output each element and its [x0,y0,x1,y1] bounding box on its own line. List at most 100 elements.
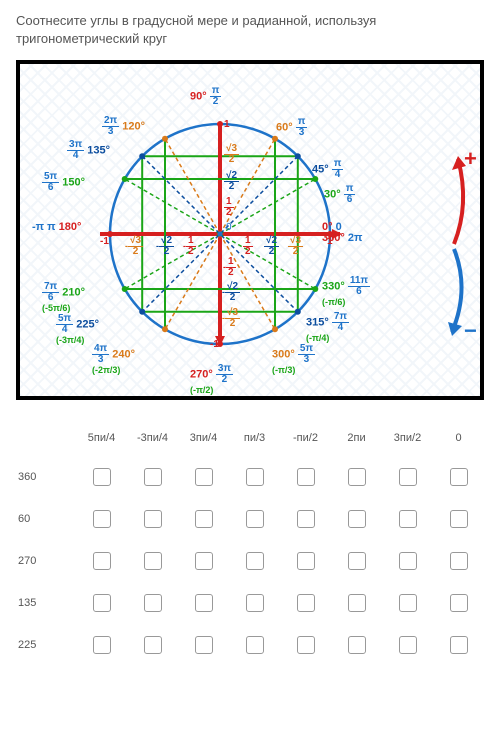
question-text: Соотнесите углы в градусной мере и радиа… [16,12,484,48]
checkbox[interactable] [246,636,264,654]
angle-label-30: 30° π6 [324,184,404,205]
coord-s22-y: √22 [224,171,239,192]
checkbox-cell [331,624,382,666]
checkbox[interactable] [246,510,264,528]
checkbox[interactable] [348,510,366,528]
checkbox-cell [229,624,280,666]
checkbox[interactable] [399,468,417,486]
checkbox-cell [229,498,280,540]
checkbox-cell [382,540,433,582]
row-label: 225 [16,624,76,666]
checkbox-cell [382,582,433,624]
coord-negs32-x: -√32 [125,236,143,257]
checkbox[interactable] [93,636,111,654]
checkbox-cell [229,582,280,624]
col-header: 0 [433,420,484,456]
checkbox[interactable] [297,468,315,486]
checkbox[interactable] [93,468,111,486]
checkbox[interactable] [399,636,417,654]
checkbox[interactable] [144,594,162,612]
checkbox[interactable] [348,468,366,486]
minus-label: − [464,320,477,342]
checkbox[interactable] [348,636,366,654]
checkbox-cell [178,456,229,498]
checkbox-cell [382,624,433,666]
col-header: -пи/2 [280,420,331,456]
angle-label-225: 5π4 225°(-3π/4) [56,314,136,346]
checkbox-cell [76,540,127,582]
checkbox[interactable] [450,468,468,486]
checkbox[interactable] [348,552,366,570]
unit-circle-diagram: 0 + − 1 -1 1 -1 12 -12 √22 -√22 √32 -√32… [16,60,484,400]
checkbox-cell [178,498,229,540]
checkbox[interactable] [93,510,111,528]
checkbox-cell [76,498,127,540]
checkbox[interactable] [348,594,366,612]
col-header: 3пи/2 [382,420,433,456]
checkbox[interactable] [399,510,417,528]
checkbox-cell [331,582,382,624]
checkbox[interactable] [195,552,213,570]
checkbox[interactable] [297,636,315,654]
checkbox[interactable] [450,552,468,570]
coord-negs22-y: -√22 [222,282,240,303]
row-label: 270 [16,540,76,582]
checkbox[interactable] [450,594,468,612]
coord-s32-y: √32 [224,144,239,165]
checkbox[interactable] [399,552,417,570]
angle-label-60: 60° π3 [276,117,356,138]
coord-negs22-x: -√22 [156,236,174,257]
checkbox-cell [127,624,178,666]
checkbox-cell [433,582,484,624]
checkbox[interactable] [246,468,264,486]
col-header: -3пи/4 [127,420,178,456]
checkbox[interactable] [195,468,213,486]
checkbox[interactable] [450,636,468,654]
checkbox-cell [127,540,178,582]
checkbox[interactable] [297,552,315,570]
angle-label-315: 315° 7π4(-π/4) [306,312,386,344]
checkbox-cell [382,456,433,498]
checkbox-cell [433,456,484,498]
checkbox[interactable] [144,468,162,486]
coord-s32-x: √32 [288,236,303,257]
checkbox[interactable] [297,594,315,612]
checkbox[interactable] [144,510,162,528]
checkbox-cell [331,540,382,582]
checkbox-cell [433,498,484,540]
answer-grid: 5пи/4 -3пи/4 3пи/4 пи/3 -пи/2 2пи 3пи/2 … [16,420,484,666]
checkbox[interactable] [246,594,264,612]
checkbox-cell [433,624,484,666]
checkbox[interactable] [144,552,162,570]
angle-label-240: 4π3 240°(-2π/3) [92,344,172,376]
angle-label-135: 3π4 135° [67,140,147,161]
checkbox[interactable] [195,636,213,654]
checkbox[interactable] [246,552,264,570]
checkbox-cell [178,540,229,582]
checkbox-cell [280,540,331,582]
checkbox-cell [280,582,331,624]
checkbox-cell [433,540,484,582]
svg-text:0: 0 [226,222,232,233]
checkbox[interactable] [195,510,213,528]
row-label: 135 [16,582,76,624]
checkbox[interactable] [399,594,417,612]
col-header: 5пи/4 [76,420,127,456]
checkbox-cell [229,456,280,498]
checkbox[interactable] [450,510,468,528]
checkbox-cell [280,498,331,540]
checkbox-cell [178,582,229,624]
angle-label-270: 270° 3π2(-π/2) [190,364,270,396]
row-label: 360 [16,456,76,498]
checkbox[interactable] [93,552,111,570]
checkbox[interactable] [144,636,162,654]
checkbox-cell [76,582,127,624]
angle-label-120: 2π3 120° [102,116,182,137]
checkbox[interactable] [297,510,315,528]
checkbox[interactable] [93,594,111,612]
plus-label: + [464,148,477,170]
angle-label-0: 0° 0360° 2π [322,222,402,244]
coord-neghalf-x: -12 [183,236,196,257]
coord-neghalf-y: -12 [223,257,236,278]
checkbox[interactable] [195,594,213,612]
